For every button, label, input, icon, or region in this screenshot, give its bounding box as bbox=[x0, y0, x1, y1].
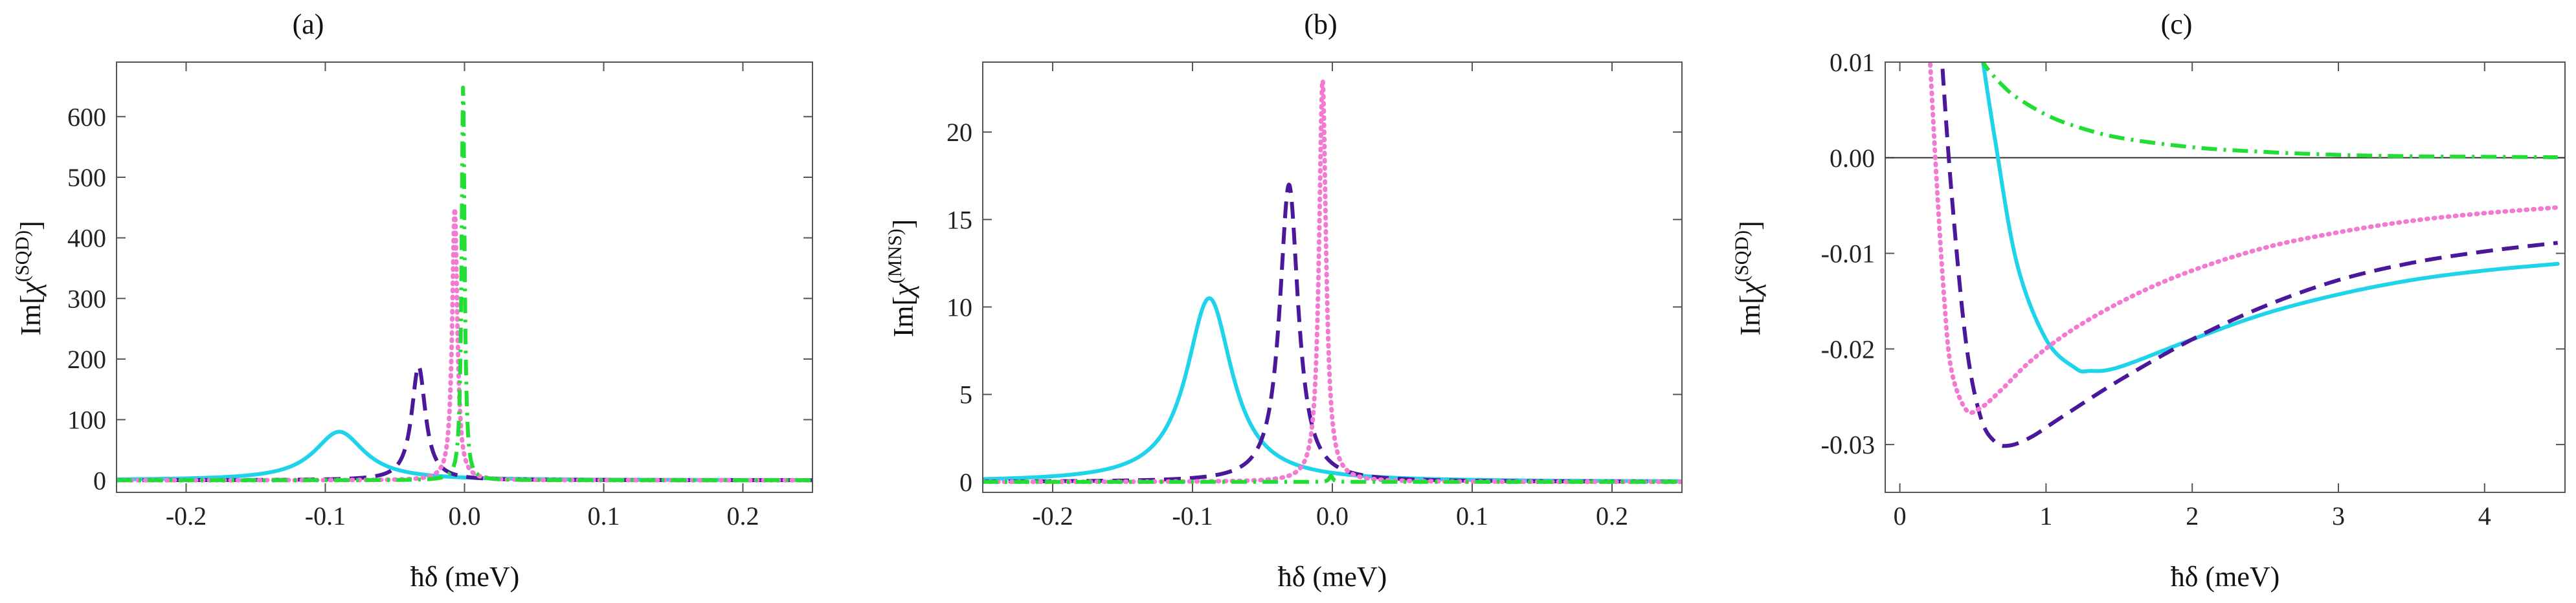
x-tick-label: 0.0 bbox=[449, 501, 481, 531]
x-tick-label: -0.2 bbox=[166, 501, 207, 531]
panel-a-xlabel: ħδ (meV) bbox=[410, 561, 520, 593]
y-tick-label: 600 bbox=[67, 102, 106, 131]
panel-b-frame bbox=[982, 61, 1683, 493]
panel-a-ylabel-end: ] bbox=[15, 221, 47, 230]
series-dotted-pink bbox=[1927, 63, 2560, 415]
panel-b-y-axis: 0 5 10 15 20 bbox=[946, 118, 1682, 497]
panel-c-xlabel: ħδ (meV) bbox=[2171, 561, 2280, 593]
panel-a-ylabel-chi: χ bbox=[15, 281, 47, 297]
panel-a: (a) -0.2 -0.1 0.0 0.1 0.2 0 100 200 300 400 500 60… bbox=[12, 8, 813, 593]
panel-c-ylabel-sup: (SQD) bbox=[1731, 230, 1753, 282]
x-tick-label: -0.1 bbox=[1172, 501, 1213, 531]
series-dashdot-green bbox=[983, 474, 1681, 484]
y-tick-label: -0.03 bbox=[1821, 430, 1875, 459]
panel-b-ylabel-sup: (MNS) bbox=[884, 228, 906, 283]
y-tick-label: 20 bbox=[946, 118, 972, 147]
y-tick-label: 0.00 bbox=[1830, 144, 1875, 173]
x-tick-label: 3 bbox=[2332, 501, 2345, 531]
panel-a-ylabel: Im[χ(SQD)] bbox=[12, 221, 47, 336]
series-dashdot-green bbox=[117, 85, 812, 483]
x-tick-label: 0.0 bbox=[1316, 501, 1349, 531]
panel-c-frame bbox=[1885, 61, 2566, 493]
panel-a-title: (a) bbox=[293, 8, 324, 40]
panel-c-ylabel-end: ] bbox=[1734, 221, 1766, 230]
y-tick-label: -0.01 bbox=[1821, 239, 1875, 269]
panel-a-ylabel-sup: (SQD) bbox=[12, 230, 33, 282]
panel-c-x-axis: 0 1 2 3 4 bbox=[1894, 62, 2491, 531]
x-tick-label: 0.2 bbox=[727, 501, 759, 531]
y-tick-label: 500 bbox=[67, 163, 106, 192]
y-tick-label: 200 bbox=[67, 345, 106, 374]
panel-c-series bbox=[1927, 63, 2560, 448]
panel-c-ylabel: Im[χ(SQD)] bbox=[1731, 221, 1766, 336]
y-tick-label: 15 bbox=[946, 205, 972, 234]
panel-a-y-axis: 0 100 200 300 400 500 600 bbox=[67, 102, 812, 495]
series-solid-cyan bbox=[117, 430, 812, 482]
panel-b-ylabel: Im[χ(MNS)] bbox=[884, 219, 919, 338]
y-tick-label: 0 bbox=[93, 466, 106, 495]
series-solid-cyan bbox=[1981, 63, 2560, 374]
y-tick-label: 100 bbox=[67, 406, 106, 435]
x-tick-label: 4 bbox=[2478, 501, 2491, 531]
x-tick-label: 0 bbox=[1894, 501, 1907, 531]
panel-b-series bbox=[983, 78, 1681, 485]
x-tick-label: 0.1 bbox=[588, 501, 620, 531]
panel-b-ylabel-chi: χ bbox=[888, 283, 919, 299]
panel-b-ylabel-base: Im[ bbox=[888, 296, 919, 338]
panel-c-ylabel-chi: χ bbox=[1734, 281, 1766, 297]
panel-c-ylabel-base: Im[ bbox=[1734, 294, 1766, 336]
panel-b-xlabel: ħδ (meV) bbox=[1278, 561, 1387, 593]
panel-b-title: (b) bbox=[1304, 8, 1337, 40]
x-tick-label: 0.1 bbox=[1456, 501, 1488, 531]
x-tick-label: -0.1 bbox=[305, 501, 346, 531]
x-tick-label: 0.2 bbox=[1596, 501, 1628, 531]
panel-a-x-axis: -0.2 -0.1 0.0 0.1 0.2 bbox=[166, 62, 759, 531]
y-tick-label: -0.02 bbox=[1821, 334, 1875, 364]
panel-b-ylabel-end: ] bbox=[888, 219, 919, 229]
x-tick-label: -0.2 bbox=[1032, 501, 1073, 531]
y-tick-label: 5 bbox=[959, 380, 972, 410]
y-tick-label: 0 bbox=[959, 468, 972, 497]
x-tick-label: 2 bbox=[2186, 501, 2199, 531]
panel-c-y-axis: -0.03 -0.02 -0.01 0.00 0.01 bbox=[1821, 48, 2565, 459]
y-tick-label: 400 bbox=[67, 224, 106, 253]
panel-a-ylabel-base: Im[ bbox=[15, 294, 47, 336]
y-tick-label: 0.01 bbox=[1830, 48, 1875, 77]
panel-c: (c) 0 1 2 3 4 -0.03 -0.02 -0.01 0.00 0.01 ħδ (me… bbox=[1731, 8, 2566, 593]
series-dashed-indigo bbox=[1940, 63, 2559, 448]
series-dashdot-green bbox=[1981, 63, 2559, 160]
y-tick-label: 300 bbox=[67, 284, 106, 313]
x-tick-label: 1 bbox=[2039, 501, 2052, 531]
panel-c-title: (c) bbox=[2161, 8, 2193, 40]
panel-a-series bbox=[117, 85, 812, 483]
y-tick-label: 10 bbox=[946, 292, 972, 322]
panel-b-x-axis: -0.2 -0.1 0.0 0.1 0.2 bbox=[1032, 62, 1628, 531]
series-dotted-pink bbox=[983, 78, 1681, 485]
